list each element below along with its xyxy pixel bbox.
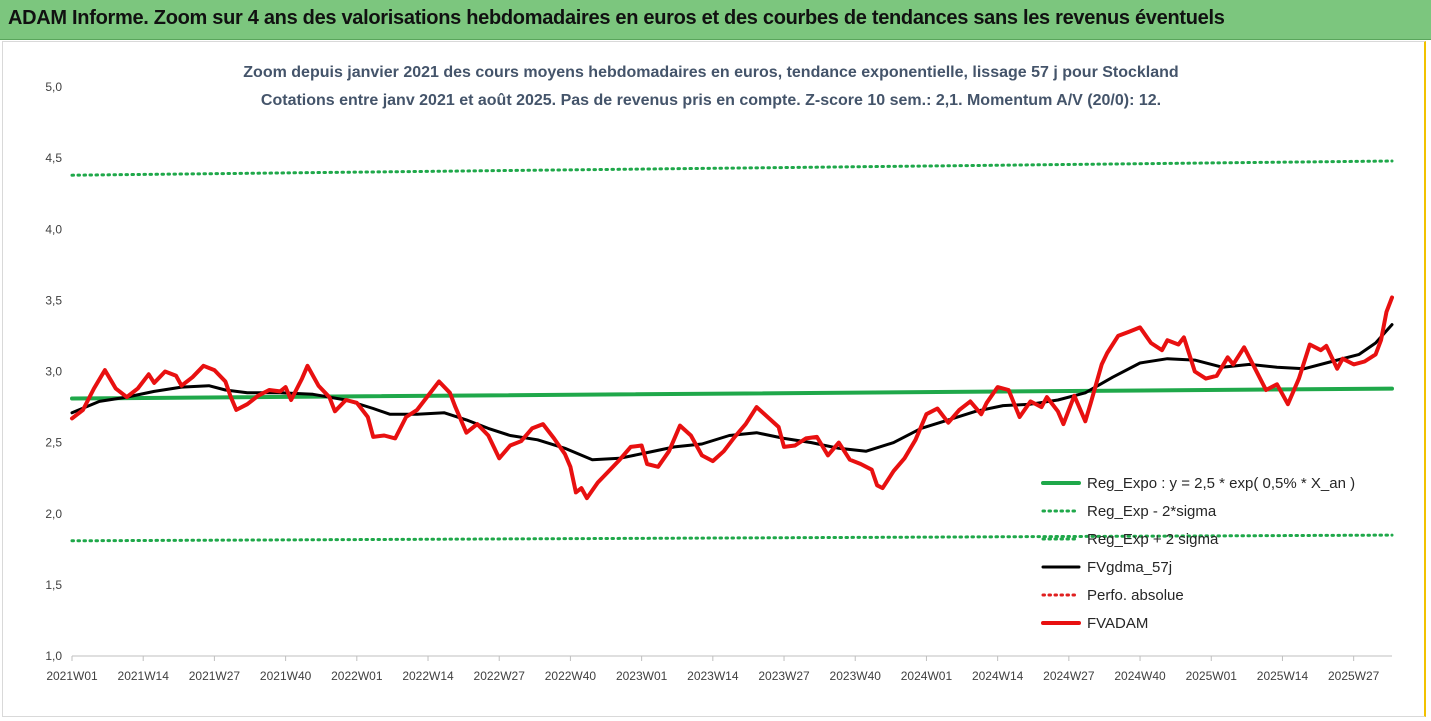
legend: Reg_Expo : y = 2,5 * exp( 0,5% * X_an ) R… (1041, 475, 1355, 632)
x-tick-label: 2021W14 (118, 669, 170, 683)
chart-title-line-1: Zoom depuis janvier 2021 des cours moyen… (243, 64, 1178, 81)
series-line-5 (70, 295, 1394, 501)
y-tick-label: 2,0 (45, 507, 62, 521)
x-tick-label: 2025W14 (1257, 669, 1309, 683)
x-tick-label: 2023W27 (758, 669, 810, 683)
axes: 1,0 1,5 2,0 2,5 3,0 3,5 4,0 4,5 5,0 2021W01 2021W1… (45, 80, 1392, 683)
series-line-1 (70, 159, 1394, 177)
legend-label: FVADAM (1087, 615, 1148, 632)
report-banner: ADAM Informe. Zoom sur 4 ans des valoris… (0, 0, 1431, 40)
series-layer (70, 159, 1394, 543)
x-tick-label: 2021W01 (46, 669, 98, 683)
x-tick-label: 2024W27 (1043, 669, 1095, 683)
y-tick-label: 4,5 (45, 151, 62, 165)
legend-label: Perfo. absolue (1087, 587, 1184, 604)
legend-label: Reg_Exp + 2 sigma (1087, 531, 1219, 548)
series-line-2 (70, 533, 1394, 543)
x-tick-label: 2021W40 (260, 669, 312, 683)
y-tick-label: 2,5 (45, 436, 62, 450)
y-tick-label: 1,5 (45, 578, 62, 592)
x-tick-label: 2024W01 (901, 669, 953, 683)
y-tick-label: 5,0 (45, 80, 62, 94)
x-tick-label: 2022W01 (331, 669, 383, 683)
x-tick-label: 2025W27 (1328, 669, 1380, 683)
x-tick-label: 2023W01 (616, 669, 668, 683)
chart-frame (2, 41, 1426, 717)
x-tick-label: 2024W40 (1114, 669, 1166, 683)
y-tick-label: 4,0 (45, 222, 62, 236)
y-tick-label: 3,5 (45, 293, 62, 307)
chart-title-line-2: Cotations entre janv 2021 et août 2025. … (261, 92, 1161, 109)
x-tick-label: 2022W14 (402, 669, 454, 683)
x-tick-label: 2025W01 (1186, 669, 1238, 683)
x-tick-label: 2022W40 (545, 669, 597, 683)
x-tick-label: 2024W14 (972, 669, 1024, 683)
x-tick-label: 2023W40 (830, 669, 882, 683)
y-tick-label: 3,0 (45, 365, 62, 379)
x-tick-label: 2021W27 (189, 669, 241, 683)
y-tick-label: 1,0 (45, 649, 62, 663)
x-tick-label: 2023W14 (687, 669, 739, 683)
legend-label: Reg_Exp - 2*sigma (1087, 503, 1217, 520)
legend-label: FVgdma_57j (1087, 559, 1172, 576)
report-title: ADAM Informe. Zoom sur 4 ans des valoris… (8, 7, 1225, 29)
legend-label: Reg_Expo : y = 2,5 * exp( 0,5% * X_an ) (1087, 475, 1355, 492)
series-line-3 (70, 323, 1394, 462)
x-tick-label: 2022W27 (474, 669, 526, 683)
